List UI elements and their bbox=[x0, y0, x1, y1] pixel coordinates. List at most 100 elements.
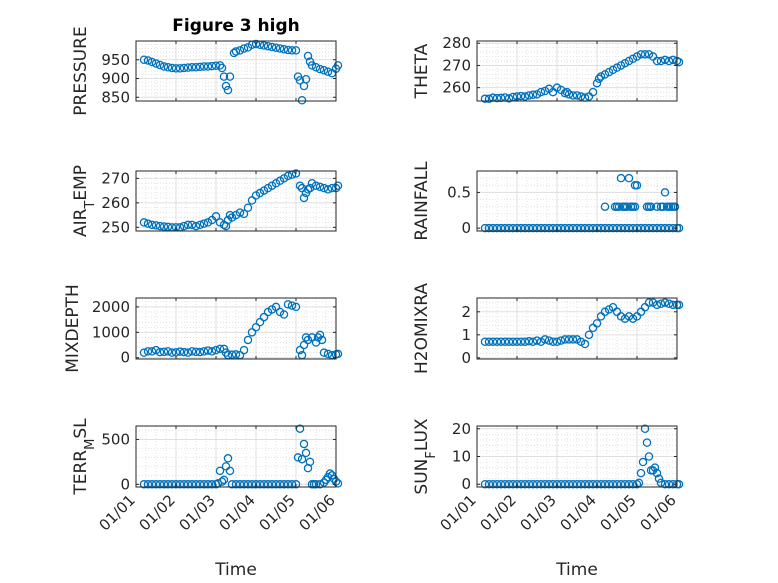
data-point bbox=[231, 350, 241, 359]
data-point bbox=[552, 223, 562, 233]
data-point bbox=[532, 336, 542, 345]
y-tick-label: 900 bbox=[101, 70, 130, 88]
data-point bbox=[295, 76, 305, 85]
data-point bbox=[279, 45, 289, 54]
data-point bbox=[243, 203, 253, 212]
data-point bbox=[221, 81, 231, 91]
data-point bbox=[560, 335, 570, 344]
data-point bbox=[183, 480, 193, 489]
y-tick-label: 1000 bbox=[92, 323, 130, 341]
data-point bbox=[255, 317, 265, 327]
data-point bbox=[492, 223, 502, 233]
data-point bbox=[576, 479, 586, 489]
subplot-mixdepth: 0 1000 2000 MIXDEPTH bbox=[63, 284, 343, 373]
data-point bbox=[271, 302, 281, 312]
data-point bbox=[520, 479, 530, 489]
data-point bbox=[319, 66, 329, 75]
data-point bbox=[616, 173, 626, 183]
data-point bbox=[325, 469, 335, 478]
data-point bbox=[622, 202, 632, 211]
data-point bbox=[600, 223, 610, 233]
data-point bbox=[660, 479, 670, 489]
data-point bbox=[528, 337, 538, 346]
data-point bbox=[215, 61, 225, 70]
data-point bbox=[642, 438, 652, 447]
x-axis-label: Time bbox=[555, 560, 598, 580]
y-tick-label: 260 bbox=[101, 194, 130, 212]
data-point bbox=[512, 223, 522, 233]
data-point bbox=[484, 479, 494, 489]
data-point bbox=[568, 223, 578, 233]
data-point bbox=[524, 223, 534, 233]
data-point bbox=[271, 43, 281, 53]
data-point bbox=[163, 480, 173, 489]
data-point bbox=[512, 337, 522, 346]
data-point bbox=[143, 347, 153, 356]
data-point bbox=[632, 479, 642, 489]
y-tick-label: 270 bbox=[101, 169, 130, 187]
data-point bbox=[592, 223, 602, 233]
data-point bbox=[564, 90, 574, 99]
data-point bbox=[223, 85, 233, 95]
y-tick-label: 20 bbox=[452, 420, 471, 438]
data-point bbox=[592, 78, 602, 88]
axes-box bbox=[135, 40, 337, 102]
data-point bbox=[584, 223, 594, 233]
data-point bbox=[239, 480, 249, 489]
data-point bbox=[630, 202, 640, 211]
data-point bbox=[139, 218, 149, 227]
data-point bbox=[231, 47, 241, 56]
data-point bbox=[167, 348, 177, 357]
data-point bbox=[317, 335, 327, 345]
data-point bbox=[584, 330, 594, 340]
y-axis-label: TERRMSL bbox=[71, 418, 98, 496]
data-point bbox=[179, 347, 189, 357]
data-point bbox=[480, 223, 490, 233]
data-point bbox=[504, 479, 514, 489]
data-point bbox=[608, 479, 618, 489]
data-point bbox=[333, 349, 343, 359]
subplot-rainfall: 0 0.5 RAINFALL bbox=[412, 161, 684, 241]
data-point bbox=[488, 223, 498, 233]
data-point bbox=[311, 181, 321, 190]
data-point bbox=[243, 335, 253, 345]
data-point bbox=[654, 474, 664, 483]
data-point bbox=[159, 347, 169, 357]
data-point bbox=[195, 62, 205, 72]
data-point bbox=[263, 480, 273, 489]
data-point bbox=[163, 347, 173, 356]
data-point bbox=[580, 479, 590, 489]
y-tick-label: 260 bbox=[442, 79, 471, 97]
data-point bbox=[640, 223, 650, 233]
data-point bbox=[305, 457, 315, 467]
data-point bbox=[500, 479, 510, 489]
data-point bbox=[520, 223, 530, 233]
data-point bbox=[540, 223, 550, 233]
data-point bbox=[215, 344, 225, 354]
y-tick-label: 0.5 bbox=[447, 183, 471, 201]
data-point bbox=[620, 479, 630, 489]
x-axis-label: Time bbox=[214, 560, 257, 580]
data-point bbox=[564, 223, 574, 233]
data-point bbox=[624, 173, 634, 183]
data-point bbox=[516, 337, 526, 346]
data-point bbox=[592, 479, 602, 489]
data-point bbox=[524, 91, 534, 100]
data-point bbox=[251, 480, 261, 489]
data-point bbox=[504, 223, 514, 233]
data-point bbox=[299, 439, 309, 449]
data-point bbox=[155, 60, 165, 70]
y-axis-label: MIXDEPTH bbox=[63, 284, 83, 373]
data-point bbox=[600, 479, 610, 489]
data-point bbox=[199, 480, 209, 489]
data-point bbox=[612, 202, 622, 211]
data-point bbox=[640, 50, 650, 59]
data-point bbox=[634, 478, 644, 488]
subplot-theta: 260 270 280 THETA bbox=[412, 34, 684, 104]
y-tick-label: 280 bbox=[442, 34, 471, 52]
data-point bbox=[203, 346, 213, 355]
data-point bbox=[652, 223, 662, 233]
